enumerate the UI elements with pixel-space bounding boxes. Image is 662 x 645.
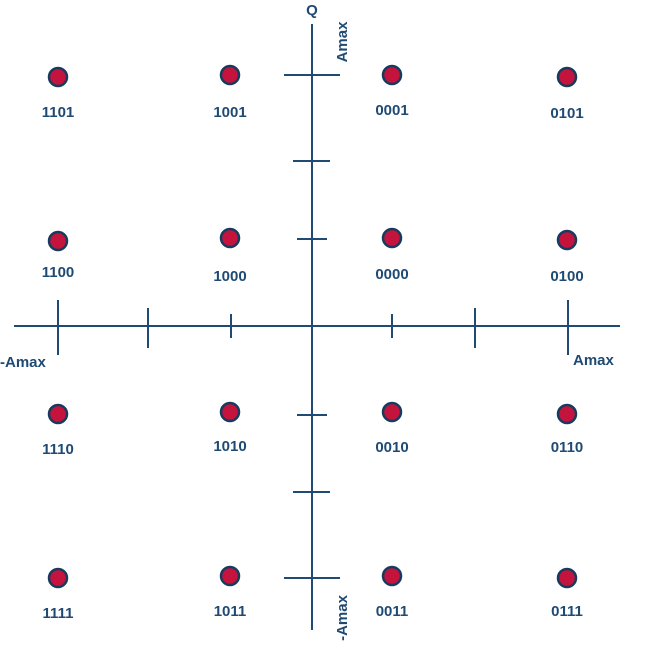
q-axis-neg-amax-label: -Amax — [334, 594, 351, 641]
constellation-point — [381, 565, 403, 587]
constellation-point — [556, 229, 578, 251]
constellation-point — [219, 64, 241, 86]
constellation-point — [219, 401, 241, 423]
i-axis-neg-amax-label: -Amax — [0, 354, 47, 371]
point-label: 1100 — [42, 264, 75, 281]
point-label: 1000 — [213, 268, 246, 285]
constellation-point — [381, 227, 403, 249]
point-label: 1111 — [43, 605, 74, 622]
point-label: 0101 — [550, 105, 583, 122]
point-label: 1001 — [213, 104, 246, 121]
constellation-point — [556, 66, 578, 88]
constellation-point — [47, 403, 69, 425]
constellation-point — [47, 567, 69, 589]
point-label: 0011 — [376, 603, 409, 620]
constellation-point — [219, 227, 241, 249]
q-axis-amax-label: Amax — [334, 21, 351, 63]
point-label: 1011 — [214, 603, 247, 620]
point-label: 0100 — [550, 268, 583, 285]
point-label: 0001 — [375, 102, 408, 119]
constellation-point — [556, 403, 578, 425]
constellation-point — [47, 66, 69, 88]
point-label: 1010 — [213, 438, 246, 455]
point-label: 0110 — [551, 439, 584, 456]
i-axis-amax-label: Amax — [573, 352, 615, 369]
point-label: 0000 — [375, 266, 408, 283]
point-label: 1110 — [42, 441, 74, 458]
constellation-point — [556, 567, 578, 589]
point-label: 1101 — [42, 104, 75, 121]
constellation-point — [381, 401, 403, 423]
point-label: 0010 — [375, 439, 408, 456]
constellation-point — [381, 64, 403, 86]
constellation-point — [219, 565, 241, 587]
q-axis-label: Q — [306, 2, 318, 19]
constellation-point — [47, 230, 69, 252]
point-label: 0111 — [551, 603, 583, 620]
